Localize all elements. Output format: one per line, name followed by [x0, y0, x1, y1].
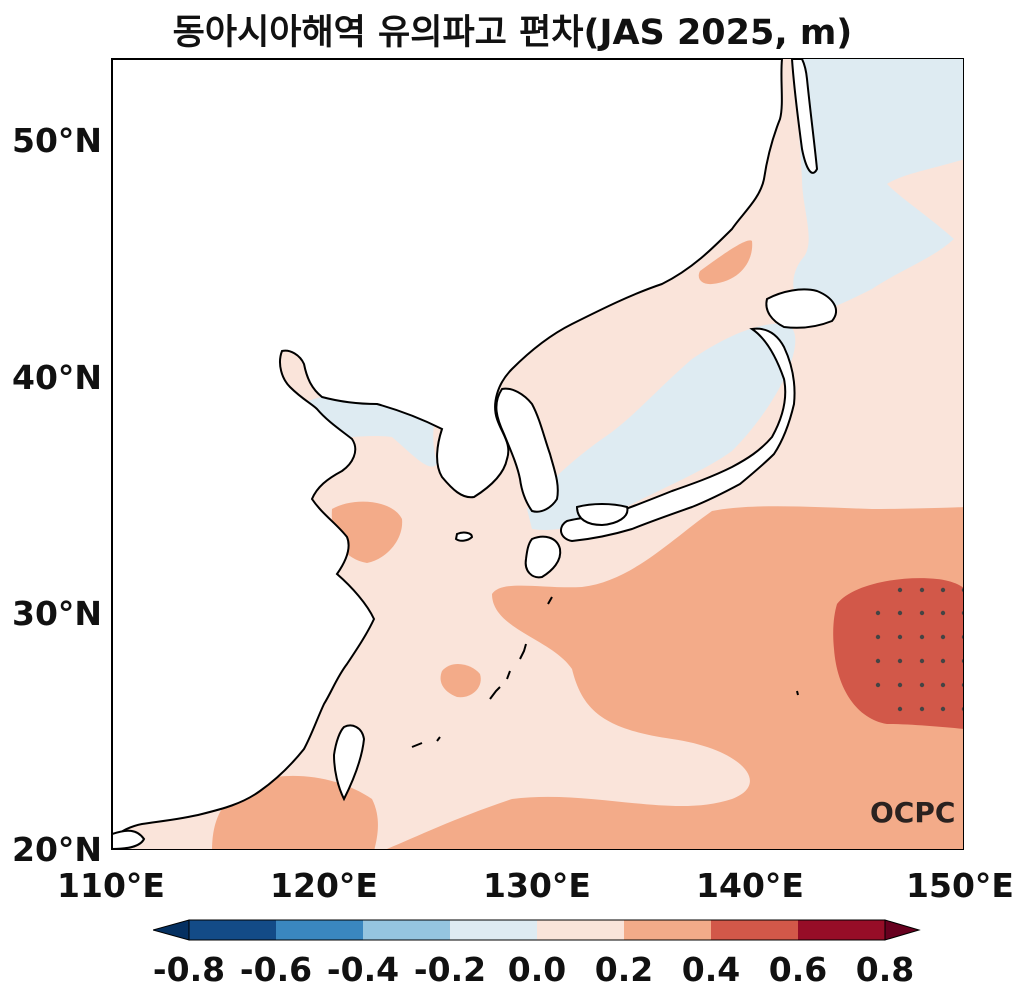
significance-stipple: [875, 587, 963, 712]
colorbar-extend-low: [153, 919, 190, 941]
stipple-dot: [961, 635, 963, 639]
x-tick-label: 120°E: [270, 866, 378, 905]
stipple-dot: [919, 682, 925, 688]
anomaly-fill-neg-0.2-0: [792, 59, 963, 314]
anomaly-fill-0.2-0.4: [698, 240, 753, 285]
colorbar-segment: [537, 920, 624, 940]
stipple-dot: [897, 706, 903, 712]
colorbar-tick-label: -0.2: [413, 950, 487, 989]
colorbar-segment: [363, 920, 450, 940]
colorbar-segment: [450, 920, 537, 940]
colorbar: [153, 919, 921, 941]
stipple-dot: [919, 587, 925, 593]
stipple-dot: [919, 706, 925, 712]
colorbar-tick-label: 0.0: [507, 950, 567, 989]
x-tick-label: 110°E: [57, 866, 165, 905]
colorbar-tick-label: 0.2: [594, 950, 654, 989]
map-panel: [111, 58, 964, 850]
colorbar-tick-label: 0.6: [768, 950, 828, 989]
stipple-dot: [897, 587, 903, 593]
anomaly-fill-0.2-0.4: [440, 663, 481, 698]
stipple-dot: [875, 658, 881, 664]
x-tick-label: 130°E: [483, 866, 591, 905]
stipple-dot: [875, 610, 881, 616]
stipple-dot: [940, 610, 946, 616]
stipple-dot: [940, 682, 946, 688]
stipple-dot: [961, 707, 963, 711]
stipple-dot: [961, 683, 963, 687]
colorbar-segment: [711, 920, 798, 940]
stipple-dot: [897, 610, 903, 616]
y-tick-label: 50°N: [12, 121, 103, 160]
stipple-dot: [919, 634, 925, 640]
colorbar-tick-label: -0.8: [152, 950, 226, 989]
colorbar-extend-high: [884, 919, 921, 941]
anomaly-fill-neg-0.2-0: [527, 323, 796, 530]
ocpc-logo: OCPC: [870, 796, 956, 829]
stipple-dot: [940, 634, 946, 640]
colorbar-tick-label: -0.4: [326, 950, 400, 989]
colorbar-segment: [189, 920, 276, 940]
stipple-dot: [940, 706, 946, 712]
colorbar-border: [188, 919, 886, 941]
x-tick-label: 140°E: [696, 866, 804, 905]
colorbar-tick-label: 0.4: [681, 950, 741, 989]
stipple-dot: [919, 610, 925, 616]
anomaly-map: [112, 59, 963, 849]
anomaly-fill-0.4-0.6: [833, 578, 963, 729]
colorbar-tick-label: -0.6: [239, 950, 313, 989]
colorbar-segment: [798, 920, 885, 940]
stipple-dot: [919, 658, 925, 664]
y-tick-label: 40°N: [12, 358, 103, 397]
x-tick-label: 150°E: [906, 866, 1014, 905]
land-outline: [112, 59, 837, 849]
colorbar-segment: [624, 920, 711, 940]
y-tick-label: 30°N: [12, 594, 103, 633]
stipple-dot: [961, 588, 963, 592]
island-chain: [411, 596, 799, 748]
stipple-dot: [961, 659, 963, 663]
stipple-dot: [897, 682, 903, 688]
stipple-dot: [897, 634, 903, 640]
y-tick-label: 20°N: [12, 830, 103, 869]
colorbar-segment: [276, 920, 363, 940]
stipple-dot: [961, 611, 963, 615]
stipple-dot: [875, 634, 881, 640]
anomaly-fill-0.2-0.4: [386, 506, 963, 849]
map-title: 동아시아해역 유의파고 편차(JAS 2025, m): [172, 13, 853, 53]
stipple-dot: [940, 658, 946, 664]
stipple-dot: [875, 682, 881, 688]
stipple-dot: [940, 587, 946, 593]
stipple-dot: [897, 658, 903, 664]
colorbar-tick-label: 0.8: [855, 950, 915, 989]
